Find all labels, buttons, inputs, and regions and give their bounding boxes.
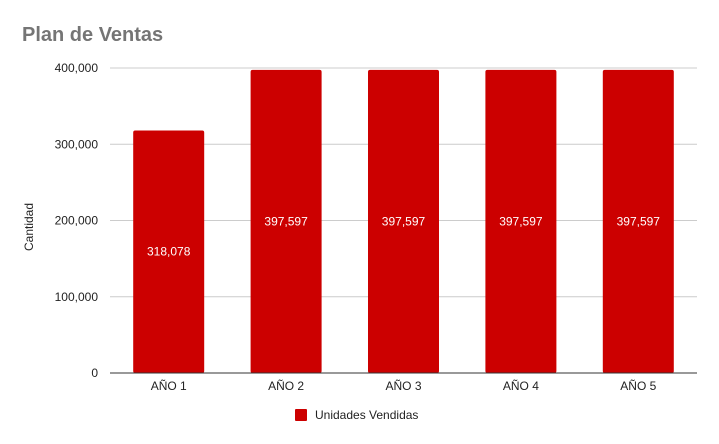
- x-axis-ticks: AÑO 1 AÑO 2 AÑO 3 AÑO 4 AÑO 5: [151, 379, 657, 393]
- bar: [133, 130, 205, 373]
- y-tick-label: 200,000: [55, 214, 99, 228]
- y-tick-label: 400,000: [55, 61, 99, 75]
- y-tick-label: 0: [91, 366, 98, 380]
- x-tick-label: AÑO 2: [268, 379, 304, 393]
- bar: [368, 69, 439, 374]
- x-tick-label: AÑO 1: [151, 379, 187, 393]
- chart-title: Plan de Ventas: [22, 24, 163, 46]
- bar: [250, 69, 322, 374]
- bar: [485, 69, 557, 374]
- y-axis-ticks: 0 100,000 200,000 300,000 400,000: [55, 61, 99, 380]
- y-axis-label: Cantidad: [22, 203, 36, 251]
- x-tick-label: AÑO 4: [503, 379, 539, 393]
- bar-value-label: 318,078: [147, 245, 191, 259]
- bar-value-label: 397,597: [499, 214, 543, 228]
- y-tick-label: 100,000: [55, 290, 99, 304]
- legend: Unidades Vendidas: [295, 408, 418, 422]
- bar: [602, 69, 674, 374]
- y-tick-label: 300,000: [55, 137, 99, 151]
- legend-label: Unidades Vendidas: [315, 408, 418, 422]
- bars: 318,078 397,597 397,597 397,597 397,597: [133, 69, 674, 374]
- bar-value-label: 397,597: [264, 214, 308, 228]
- bar-value-label: 397,597: [617, 214, 661, 228]
- bar-value-label: 397,597: [382, 214, 426, 228]
- x-tick-label: AÑO 3: [385, 379, 421, 393]
- x-tick-label: AÑO 5: [620, 379, 656, 393]
- legend-swatch: [295, 409, 307, 421]
